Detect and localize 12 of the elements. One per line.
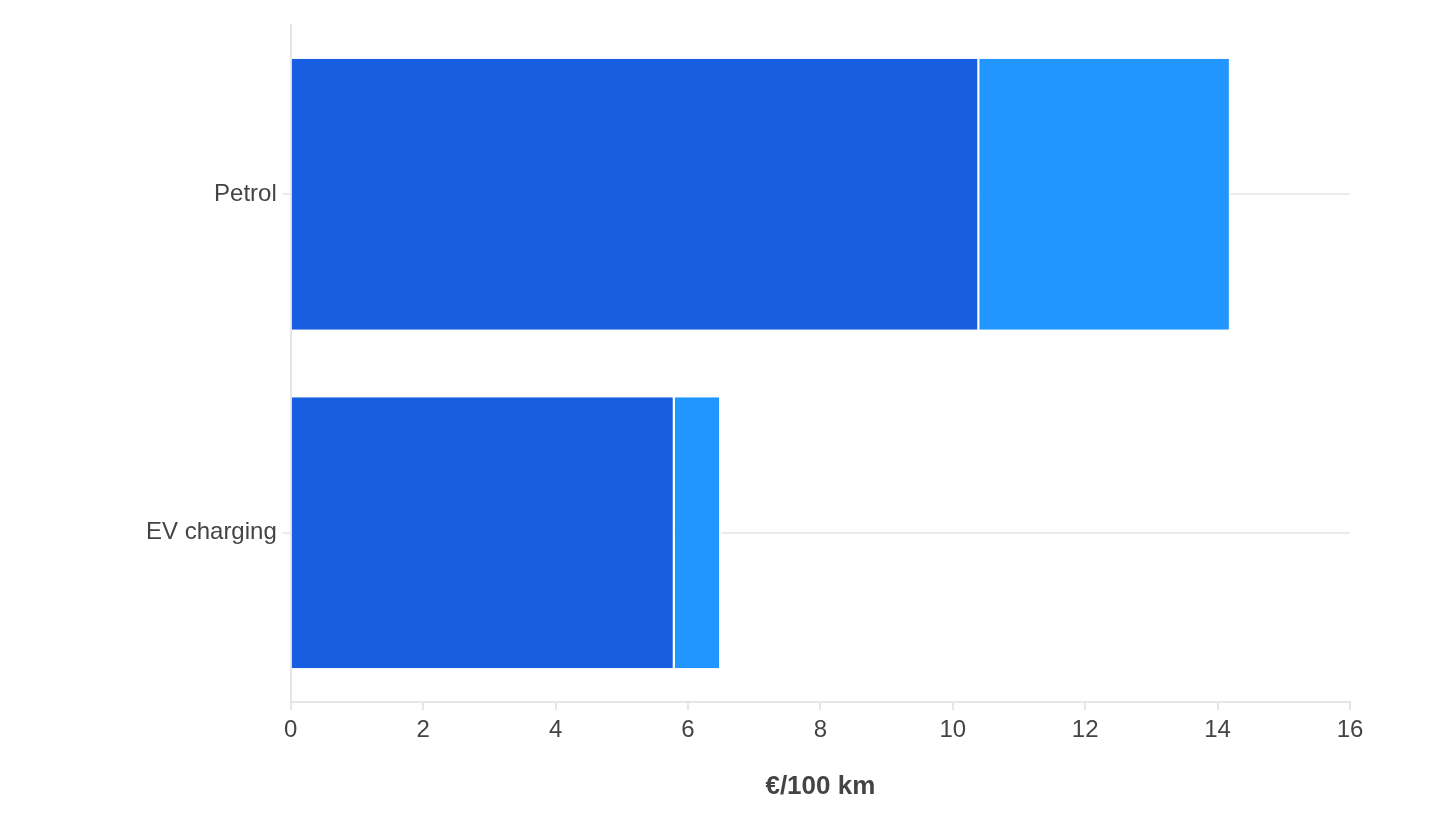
- x-tick-label: 0: [284, 715, 298, 743]
- x-axis-title: €/100 km: [765, 769, 876, 800]
- x-tick-label: 2: [416, 715, 430, 743]
- x-tick-label: 6: [681, 715, 695, 743]
- y-tick-label: Petrol: [214, 178, 277, 206]
- x-tick-label: 10: [939, 715, 967, 743]
- x-tick-label: 8: [813, 715, 828, 743]
- x-tick-label: 12: [1071, 715, 1099, 743]
- x-tick-label: 14: [1204, 715, 1231, 743]
- x-tick-label: 16: [1336, 715, 1364, 743]
- y-tick-label: EV charging: [146, 517, 277, 545]
- x-tick-label: 4: [548, 715, 563, 743]
